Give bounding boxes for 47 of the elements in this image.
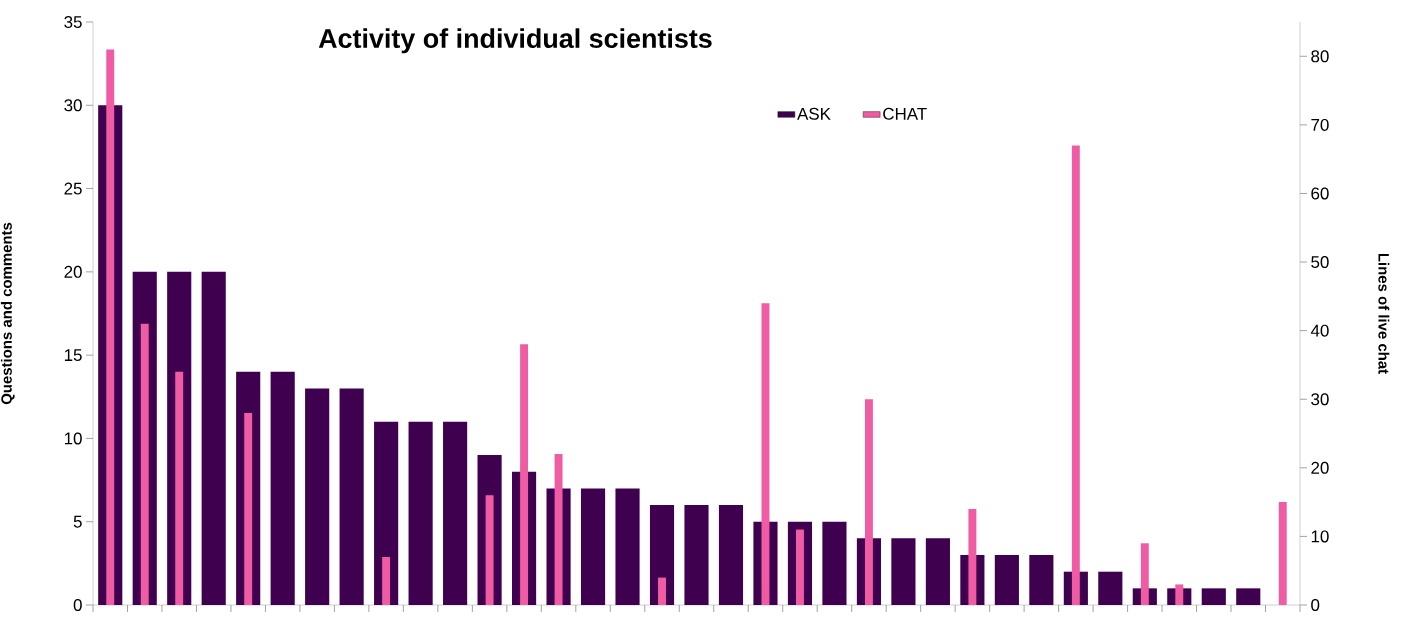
y2-tick-label: 20 — [1311, 461, 1329, 474]
bar — [615, 488, 640, 605]
y2-axis-title: Lines of live chat — [1378, 253, 1390, 374]
legend-label: ASK — [797, 107, 831, 120]
bar — [201, 271, 226, 605]
y-tick-label: 35 — [64, 16, 82, 28]
bar — [374, 421, 399, 605]
y-tick-label: 0 — [73, 599, 82, 611]
y-tick-label: 25 — [64, 182, 82, 195]
bar — [580, 488, 606, 605]
y-tick-label: 10 — [64, 432, 82, 445]
y2-tick-label: 50 — [1311, 256, 1329, 269]
y-axis-title: Questions and comments — [0, 222, 15, 405]
bar — [1236, 588, 1261, 605]
bar — [925, 538, 950, 605]
bar — [822, 521, 847, 605]
y2-tick-label: 60 — [1311, 187, 1329, 200]
y2-tick-label: 0 — [1311, 599, 1320, 611]
y-tick-label: 5 — [73, 515, 82, 528]
bar — [1201, 588, 1226, 605]
bar — [175, 371, 184, 605]
bar — [1098, 571, 1123, 605]
bar — [891, 538, 916, 605]
bar — [1029, 555, 1054, 605]
bar — [994, 555, 1019, 605]
y2-tick-label: 10 — [1311, 530, 1329, 543]
y2-tick-label: 30 — [1311, 393, 1329, 406]
legend-label: CHAT — [883, 107, 927, 120]
bar — [1278, 502, 1287, 605]
y2-tick-label: 40 — [1310, 324, 1329, 337]
bar — [658, 577, 666, 605]
y2-tick-label: 80 — [1311, 50, 1329, 63]
bar — [382, 556, 391, 605]
bar — [305, 388, 330, 605]
y2-tick-label: 70 — [1311, 118, 1329, 131]
bar — [270, 371, 295, 605]
y-tick-label: 15 — [64, 349, 82, 362]
bar — [649, 505, 675, 605]
y-tick-label: 30 — [64, 99, 82, 112]
bar — [718, 505, 744, 605]
bar — [684, 505, 709, 605]
bar — [443, 421, 468, 605]
bar — [485, 495, 494, 605]
bar — [339, 388, 364, 605]
y-tick-label: 20 — [64, 265, 82, 278]
bar — [408, 421, 433, 605]
chart-title: Activity of individual scientists — [318, 28, 712, 54]
